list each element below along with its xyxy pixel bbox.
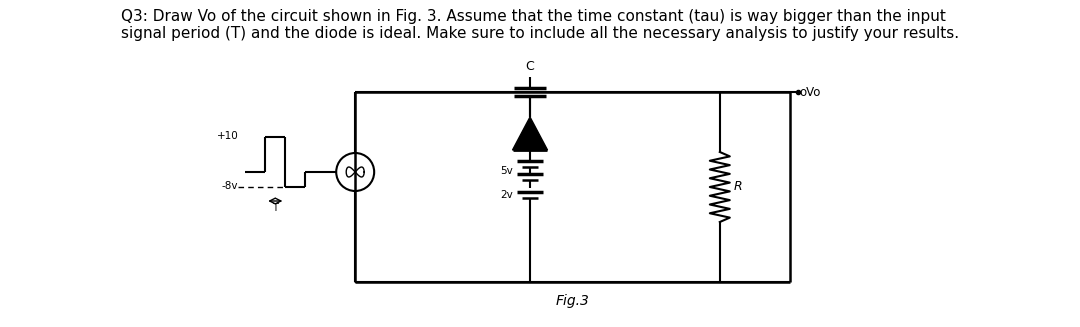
Text: -8v: -8v: [221, 181, 239, 191]
Text: Fig.3: Fig.3: [555, 294, 590, 308]
Text: T: T: [272, 203, 279, 213]
Text: 2v: 2v: [500, 190, 513, 200]
Text: C: C: [526, 60, 535, 73]
Text: 5v: 5v: [500, 165, 513, 176]
Text: Q3: Draw Vo of the circuit shown in Fig. 3. Assume that the time constant (tau) : Q3: Draw Vo of the circuit shown in Fig.…: [121, 9, 959, 42]
Polygon shape: [513, 117, 548, 150]
Text: oVo: oVo: [799, 85, 821, 98]
Text: R: R: [733, 181, 742, 194]
Text: +10: +10: [217, 131, 239, 141]
